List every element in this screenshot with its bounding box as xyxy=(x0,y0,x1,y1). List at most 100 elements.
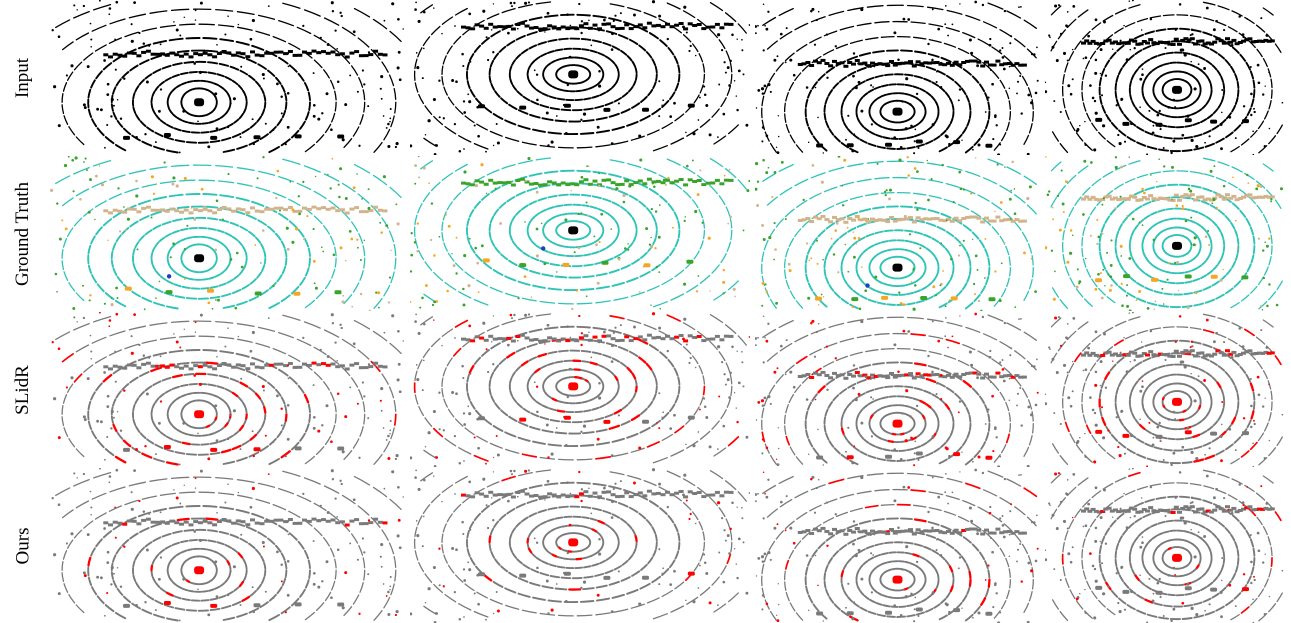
wall-point xyxy=(122,366,128,370)
scan-ring-segment xyxy=(389,30,402,43)
scan-ring-segment xyxy=(1191,74,1197,80)
wall-point xyxy=(501,25,507,29)
scatter-point xyxy=(438,235,441,238)
scan-ring-segment xyxy=(904,239,913,243)
wall-point xyxy=(1257,39,1262,43)
scatter-point xyxy=(417,331,421,335)
scan-ring-segment xyxy=(343,294,353,305)
wall-point xyxy=(377,52,383,56)
scatter-point xyxy=(735,407,738,409)
scan-ring-segment xyxy=(441,16,454,25)
wall-point xyxy=(628,27,634,31)
wall-point xyxy=(136,366,142,370)
scan-ring-segment xyxy=(640,251,648,259)
scatter-point xyxy=(628,184,632,188)
wall-point xyxy=(719,26,725,30)
wall-point xyxy=(519,333,525,337)
scatter-point xyxy=(1215,206,1218,210)
scan-ring-segment xyxy=(583,97,592,101)
scan-ring-segment xyxy=(823,424,827,433)
scatter-point xyxy=(697,275,700,277)
scan-ring-segment xyxy=(1162,170,1175,173)
scatter-point xyxy=(70,376,74,380)
scan-ring-segment xyxy=(856,178,872,183)
scatter-point xyxy=(1130,122,1134,126)
scatter-point xyxy=(545,111,549,115)
scan-ring-segment xyxy=(964,457,974,466)
scan-ring-segment xyxy=(980,285,987,294)
scatter-point xyxy=(51,29,54,32)
scan-ring-segment xyxy=(1196,264,1203,269)
scan-ring-segment xyxy=(1192,277,1201,282)
scan-ring-segment xyxy=(209,295,221,300)
scan-ring-segment xyxy=(968,266,972,275)
wall-point xyxy=(628,183,634,187)
scan-ring-segment xyxy=(709,158,724,168)
wall-point xyxy=(651,336,657,340)
scatter-point xyxy=(1230,44,1234,47)
scan-ring-segment xyxy=(480,37,490,45)
scan-ring-segment xyxy=(604,367,611,373)
scan-ring-segment xyxy=(212,238,220,243)
scatter-point xyxy=(469,372,472,375)
wall-point xyxy=(1135,198,1141,202)
scatter-point xyxy=(74,156,78,160)
scan-ring-segment xyxy=(135,425,141,433)
scan-ring-segment xyxy=(1128,4,1141,9)
scatter-point xyxy=(193,374,196,377)
scan-ring-segment xyxy=(761,251,765,263)
scan-ring-segment xyxy=(137,43,152,50)
scan-ring-segment xyxy=(585,389,590,394)
scatter-point xyxy=(774,248,777,251)
scan-ring-segment xyxy=(608,173,622,178)
scan-ring-segment xyxy=(587,242,594,246)
scan-ring-segment xyxy=(691,43,699,53)
scan-ring-segment xyxy=(648,188,659,196)
scatter-point xyxy=(974,254,978,258)
wall-point xyxy=(197,209,203,213)
scan-ring-segment xyxy=(511,215,516,222)
scatter-point xyxy=(940,86,943,89)
wall-point xyxy=(669,25,675,29)
scan-ring-segment xyxy=(213,94,218,100)
scatter-point xyxy=(482,321,486,325)
scatter-point xyxy=(398,78,402,82)
scatter-point xyxy=(1052,218,1055,221)
scan-ring-segment xyxy=(669,91,676,101)
scatter-point xyxy=(718,395,721,398)
wall-point xyxy=(949,219,955,223)
scan-ring-segment xyxy=(280,240,286,249)
scan-ring-segment xyxy=(488,387,492,396)
scan-ring-segment xyxy=(724,324,737,335)
scatter-point xyxy=(699,169,702,172)
scan-ring-segment xyxy=(205,424,211,429)
wall-point xyxy=(927,217,932,221)
scan-ring-segment xyxy=(546,62,552,67)
wall-point xyxy=(226,51,232,55)
scan-ring-segment xyxy=(597,208,605,213)
scatter-point xyxy=(1054,4,1058,8)
scatter-point xyxy=(612,19,615,22)
scatter-point xyxy=(462,412,466,415)
scan-ring-segment xyxy=(509,390,514,397)
scatter-point xyxy=(847,270,850,273)
scan-ring-segment xyxy=(1182,227,1189,231)
scan-ring-segment xyxy=(446,45,453,55)
scatter-point xyxy=(387,144,391,149)
scan-ring-segment xyxy=(1165,80,1170,84)
scan-ring-segment xyxy=(592,395,599,400)
scatter-point xyxy=(82,103,86,107)
scatter-point xyxy=(336,392,340,396)
scatter-point xyxy=(172,176,176,180)
wall-point xyxy=(835,218,841,222)
scatter-point xyxy=(695,290,699,293)
scatter-point xyxy=(598,241,601,244)
scatter-point xyxy=(297,195,300,198)
scatter-point xyxy=(1131,217,1135,221)
scan-ring-segment xyxy=(171,374,183,379)
scan-ring-segment xyxy=(1255,180,1266,189)
scatter-point xyxy=(485,462,487,465)
scatter-point xyxy=(468,100,472,104)
scatter-point xyxy=(1091,96,1095,100)
scatter-point xyxy=(89,178,92,182)
